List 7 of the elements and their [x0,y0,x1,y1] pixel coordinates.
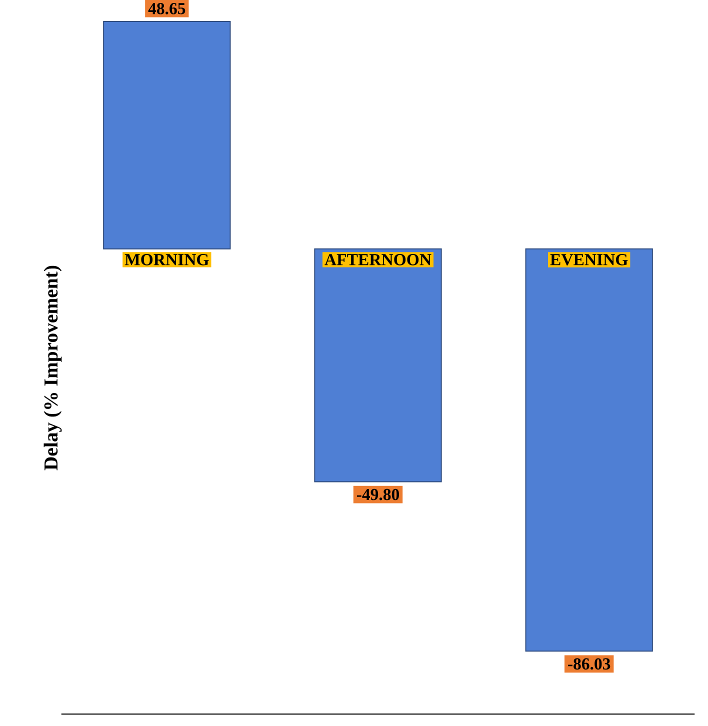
data-label: -86.03 [568,658,610,670]
x-tick-label: MORNING [124,254,209,266]
data-label: 48.65 [148,2,185,14]
x-tick-label: AFTERNOON [324,254,432,266]
y-axis-title: Delay (% Improvement) [44,266,62,470]
x-tick-label: EVENING [550,254,628,266]
data-label: -49.80 [356,488,399,500]
